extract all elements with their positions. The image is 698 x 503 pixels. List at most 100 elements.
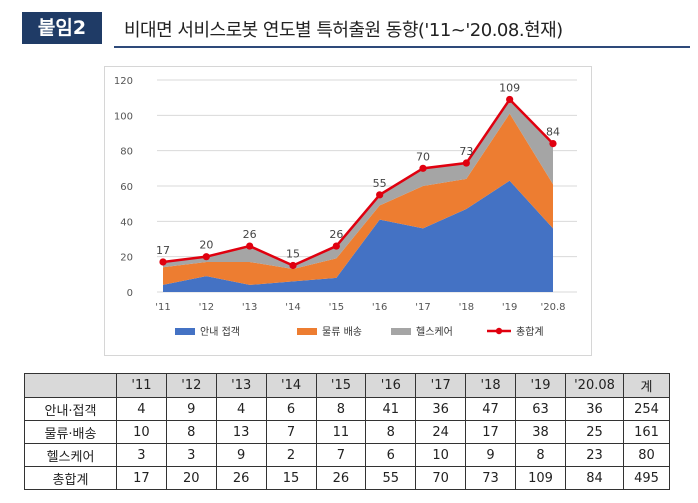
- table-cell: 8: [315, 397, 367, 421]
- table-cell: 2: [265, 443, 317, 467]
- data-table: '11 '12 '13 '14 '15 '16 '17 '18 '19 '20.…: [24, 373, 670, 490]
- y-tick-label: 80: [120, 147, 133, 158]
- total-line: [162, 97, 554, 267]
- total-point: [376, 191, 384, 199]
- table-cell: 11: [315, 420, 367, 444]
- table-cell: 10: [116, 420, 167, 444]
- x-tick-label: '16: [372, 302, 387, 313]
- data-label: 26: [243, 228, 257, 241]
- x-tick-label: '18: [459, 302, 474, 313]
- table-header-cell: '20.08: [565, 373, 624, 398]
- table-row: 안내·접객 4 9 4 6 8 41 36 47 63 36 254: [24, 397, 670, 421]
- data-label: 55: [373, 177, 387, 190]
- table-cell: 80: [623, 443, 670, 467]
- table-cell: 36: [565, 397, 624, 421]
- table-cell: 10: [415, 443, 467, 467]
- table-cell: 7: [315, 443, 367, 467]
- table-cell: 41: [365, 397, 417, 421]
- area-series-0: [163, 180, 553, 292]
- table-row: 물류·배송 10 8 13 7 11 8 24 17 38 25 161: [24, 420, 670, 444]
- stacked-area-chart: 0 20 40 60 80 100 120 17 20 26 15 26 55 70 73 109 84 '11 '…: [114, 76, 577, 338]
- table-cell: 13: [215, 420, 267, 444]
- x-tick-label: '12: [199, 302, 214, 313]
- table-header-cell: '12: [165, 373, 217, 398]
- table-cell: 7: [265, 420, 317, 444]
- table-cell: 38: [515, 420, 566, 444]
- table-header-cell: '19: [515, 373, 566, 398]
- table-cell: 6: [365, 443, 417, 467]
- data-label: 109: [499, 81, 520, 94]
- x-tick-label: '15: [329, 302, 344, 313]
- total-point: [159, 258, 167, 266]
- total-point: [202, 253, 210, 261]
- data-label: 17: [156, 244, 170, 257]
- table-cell: 8: [365, 420, 417, 444]
- table-cell: 73: [465, 466, 516, 490]
- data-label: 26: [329, 228, 343, 241]
- y-tick-label: 20: [120, 253, 133, 264]
- table-cell: 4: [215, 397, 267, 421]
- y-tick-label: 100: [114, 111, 133, 122]
- legend-label: 물류 배송: [322, 326, 362, 338]
- table-cell: 15: [265, 466, 317, 490]
- table-cell: 8: [515, 443, 566, 467]
- table-cell: 84: [565, 466, 624, 490]
- table-cell: 4: [116, 397, 167, 421]
- table-cell: 63: [515, 397, 566, 421]
- legend-label: 총합계: [516, 326, 544, 338]
- table-header-cell: '17: [415, 373, 467, 398]
- x-tick-label: '19: [502, 302, 517, 313]
- table-header-cell: 계: [623, 373, 670, 398]
- area-series-2: [163, 99, 553, 270]
- legend-marker: [495, 327, 503, 335]
- table-header-cell: '16: [365, 373, 417, 398]
- x-tick-label: '17: [415, 302, 430, 313]
- legend-label: 헬스케어: [416, 326, 453, 338]
- legend-swatch: [391, 328, 411, 335]
- table-header-cell: '15: [315, 373, 367, 398]
- table-cell: 55: [365, 466, 417, 490]
- data-label: 20: [199, 239, 213, 252]
- table-cell: 26: [215, 466, 267, 490]
- table-cell: 17: [116, 466, 167, 490]
- table-cell: 25: [565, 420, 624, 444]
- table-cell: 495: [623, 466, 670, 490]
- table-cell: 3: [116, 443, 167, 467]
- chart-container: 0 20 40 60 80 100 120 17 20 26 15 26 55 70 73 109 84 '11 '…: [104, 66, 592, 356]
- table-cell: 47: [465, 397, 516, 421]
- row-label: 물류·배송: [24, 420, 117, 444]
- table-cell: 9: [465, 443, 516, 467]
- table-header-cell: [24, 373, 117, 398]
- y-tick-label: 0: [127, 288, 133, 299]
- total-point: [506, 95, 514, 104]
- title-underline: [114, 46, 690, 48]
- table-header-cell: '14: [265, 373, 317, 398]
- data-label: 73: [459, 145, 473, 158]
- legend-swatch: [297, 328, 317, 335]
- total-point: [332, 242, 340, 250]
- y-tick-label: 60: [120, 182, 133, 193]
- y-tick-label: 120: [114, 76, 133, 87]
- y-tick-label: 40: [120, 217, 133, 228]
- total-point: [549, 140, 557, 148]
- table-header-cell: '13: [215, 373, 267, 398]
- table-cell: 24: [415, 420, 467, 444]
- x-tick-label: '14: [285, 302, 300, 313]
- legend-label: 안내 접객: [200, 326, 240, 338]
- table-cell: 9: [215, 443, 267, 467]
- total-point: [462, 159, 470, 167]
- table-cell: 9: [165, 397, 217, 421]
- data-label: 84: [546, 126, 560, 139]
- table-cell: 109: [515, 466, 566, 490]
- table-header-cell: '18: [465, 373, 516, 398]
- table-cell: 17: [465, 420, 516, 444]
- area-series-1: [163, 113, 553, 285]
- table-cell: 23: [565, 443, 624, 467]
- table-cell: 254: [623, 397, 670, 421]
- total-point: [419, 164, 427, 172]
- table-cell: 3: [165, 443, 217, 467]
- table-cell: 26: [315, 466, 367, 490]
- x-tick-label: '11: [155, 302, 170, 313]
- row-label: 안내·접객: [24, 397, 117, 421]
- attachment-badge: 붙임2: [22, 12, 102, 44]
